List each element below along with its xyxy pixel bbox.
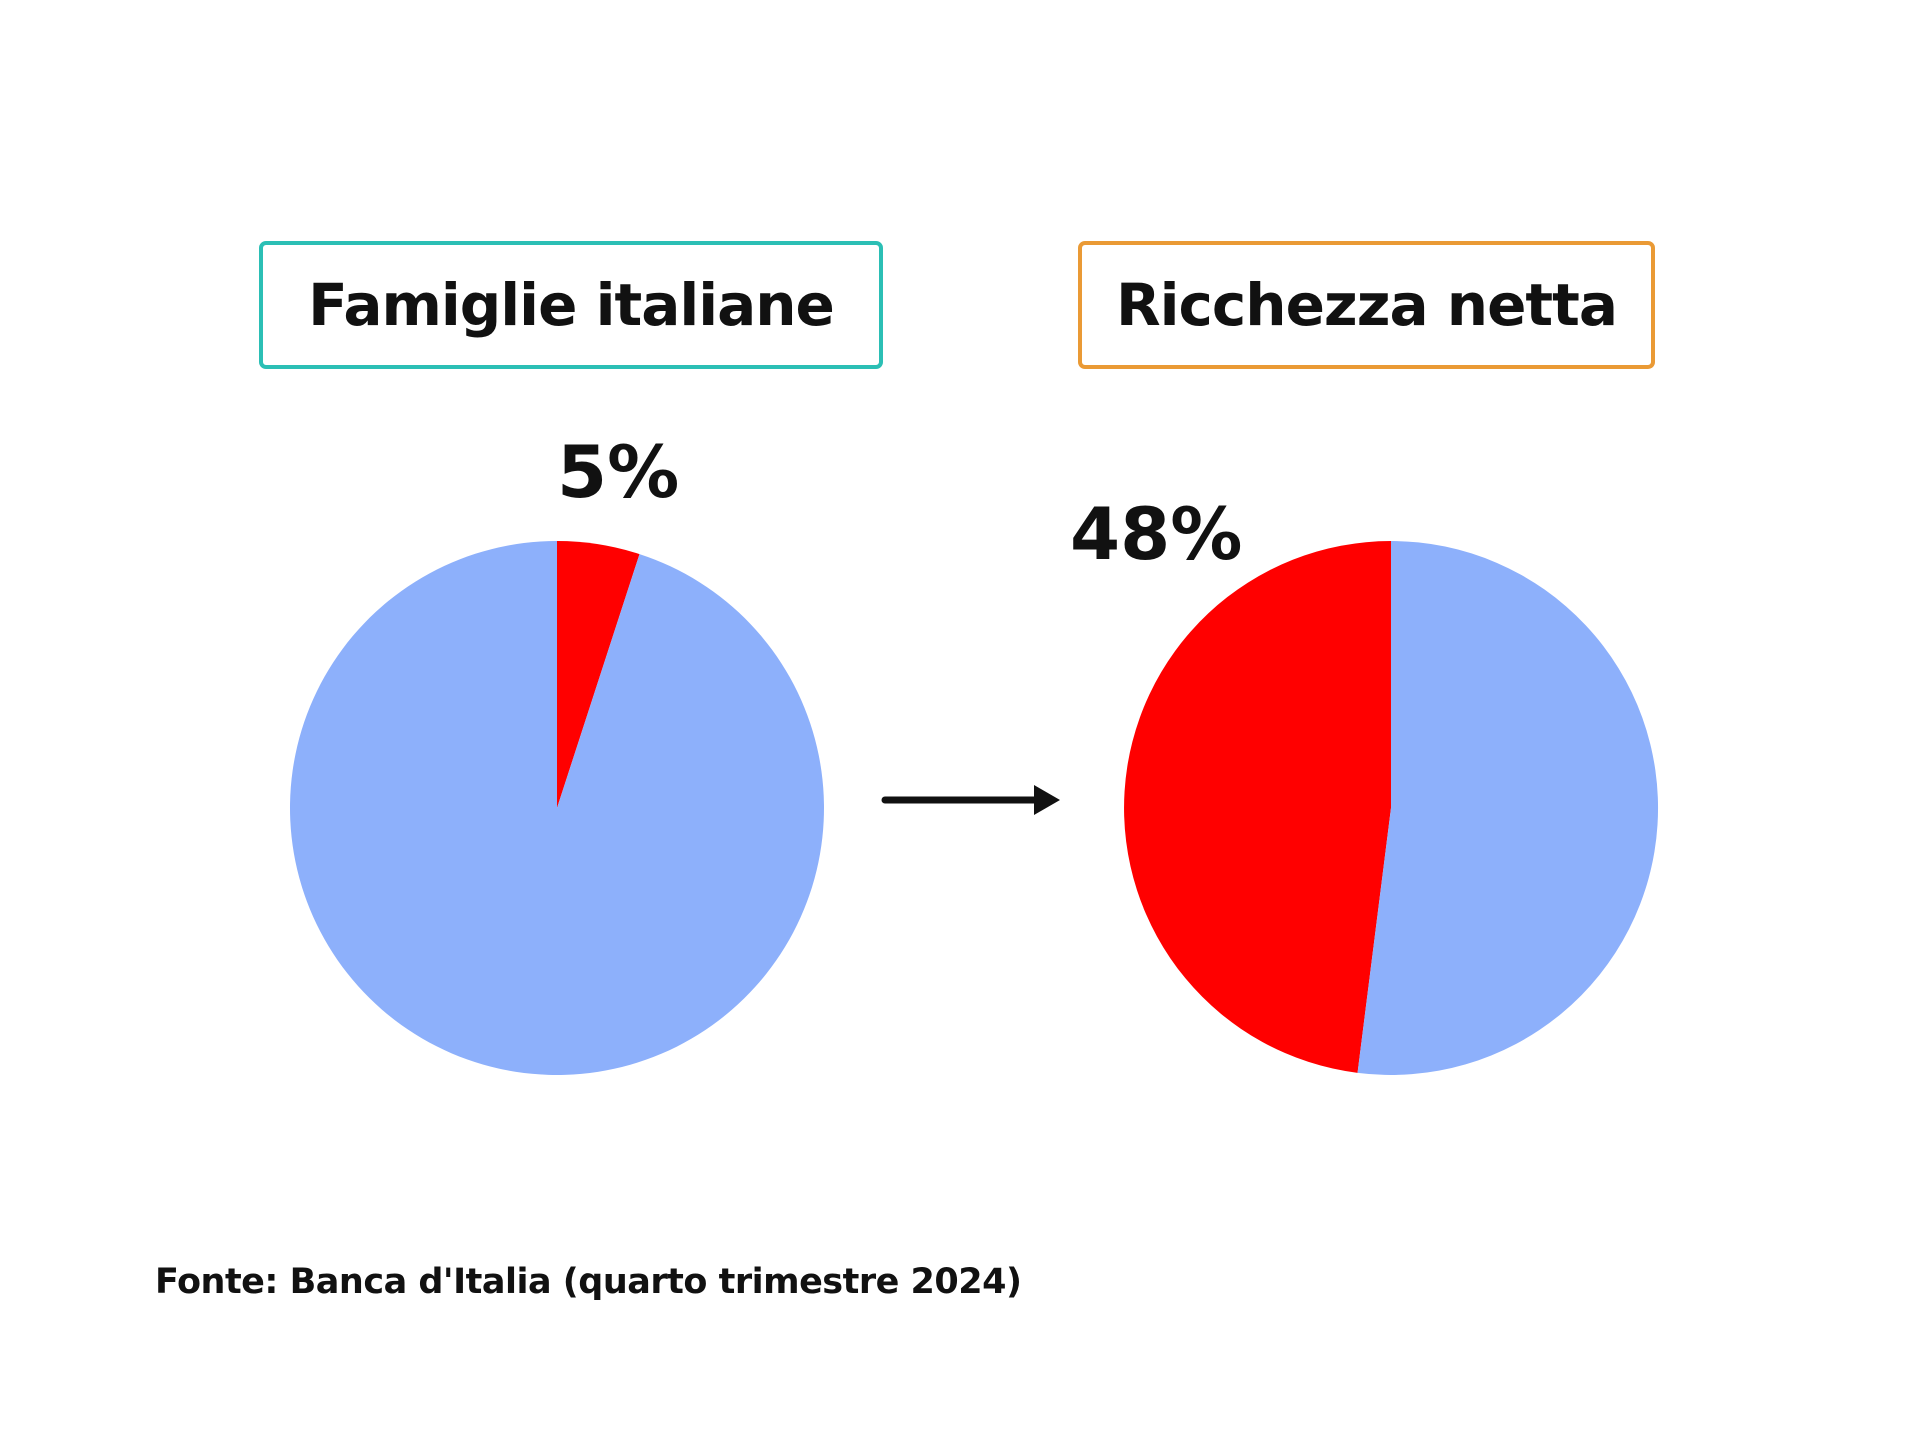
pie-chart-right: [1124, 541, 1659, 1075]
arrow-right-icon: [881, 785, 1060, 815]
source-note: Fonte: Banca d'Italia (quarto trimestre …: [155, 1262, 1022, 1302]
pie-left-slice-0: [557, 541, 640, 808]
pie-chart-left: [289, 541, 824, 1075]
pie-right-slice-1: [1357, 541, 1659, 1075]
chart-title-right: Ricchezza netta: [1078, 241, 1655, 369]
pie-label-left: 5%: [557, 430, 679, 514]
chart-title-left: Famiglie italiane: [259, 241, 883, 369]
pie-right-slice-0: [1124, 541, 1391, 1073]
pie-left-slice-1: [289, 541, 824, 1075]
pie-label-right: 48%: [1070, 492, 1242, 576]
